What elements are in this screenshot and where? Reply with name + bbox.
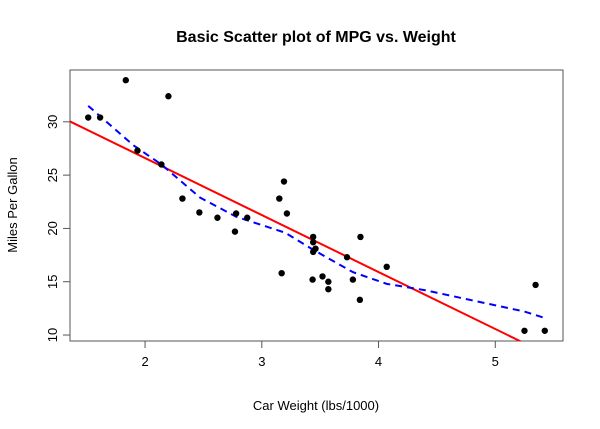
data-point	[96, 114, 104, 121]
data-point	[532, 281, 539, 289]
y-tick-label: 15	[45, 274, 60, 288]
x-tick-label: 4	[375, 354, 382, 369]
regression-line	[70, 120, 523, 341]
data-point	[232, 210, 240, 217]
data-point	[231, 228, 239, 235]
data-point	[280, 178, 288, 185]
x-tick-label: 5	[492, 354, 499, 369]
data-point	[214, 214, 221, 221]
x-tick-label: 3	[258, 354, 265, 369]
data-point	[349, 276, 357, 283]
data-point	[283, 210, 291, 217]
data-point	[325, 285, 332, 293]
plot-box	[69, 69, 564, 342]
data-point	[541, 327, 548, 334]
lowess-line	[87, 105, 546, 319]
data-point	[319, 273, 326, 280]
data-point	[179, 195, 186, 202]
data-point	[158, 161, 165, 168]
data-point	[309, 239, 317, 246]
chart-title: Basic Scatter plot of MPG vs. Weight	[176, 29, 456, 46]
data-point	[309, 233, 317, 241]
data-point	[356, 296, 364, 304]
data-point	[357, 233, 364, 241]
data-point	[521, 327, 528, 334]
data-point	[85, 114, 92, 121]
data-point	[343, 254, 351, 261]
data-point	[383, 263, 390, 271]
y-tick-label: 25	[45, 168, 60, 182]
data-point	[134, 147, 141, 154]
x-axis-label: Car Weight (lbs/1000)	[253, 398, 379, 413]
data-point	[122, 77, 130, 84]
data-point	[278, 269, 285, 277]
x-tick-label: 2	[141, 354, 148, 369]
data-point	[196, 209, 203, 216]
data-point	[325, 278, 332, 285]
y-axis-label: Miles Per Gallon	[5, 157, 20, 252]
data-point	[309, 276, 316, 283]
data-point	[276, 195, 283, 202]
y-tick-label: 30	[45, 115, 60, 129]
data-point	[244, 214, 251, 221]
y-tick-label: 10	[45, 328, 60, 342]
data-point	[309, 248, 317, 256]
data-point	[165, 93, 172, 100]
y-tick-label: 20	[45, 221, 60, 235]
